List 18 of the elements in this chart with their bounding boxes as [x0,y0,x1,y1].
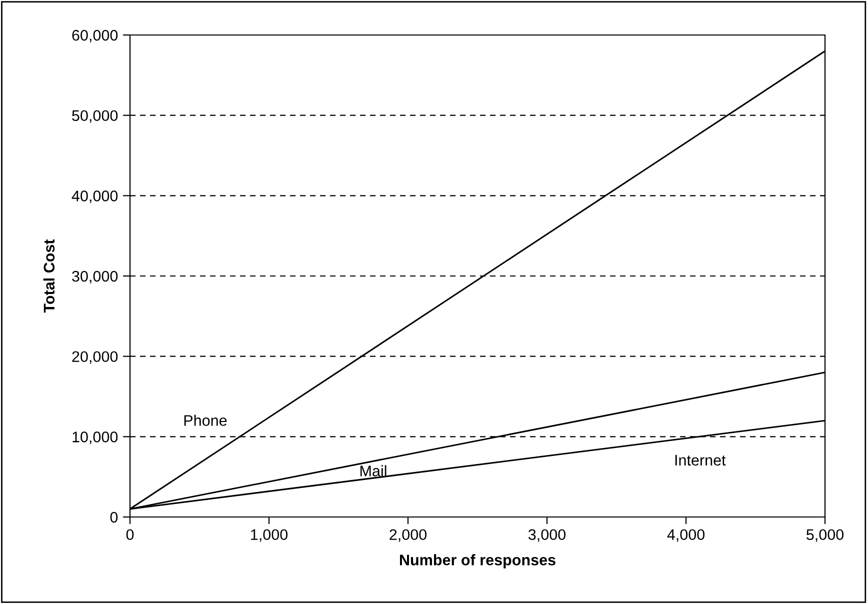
y-tick-label: 20,000 [72,351,118,364]
series-label: Phone [184,414,227,426]
y-tick-label: 40,000 [72,190,118,204]
x-tick-label: 5,000 [806,529,844,542]
y-tick-label: 60,000 [72,30,118,42]
y-tick-label: 10,000 [72,432,118,444]
x-tick-label: 2,000 [390,529,427,542]
series-label: Mail [360,465,386,476]
y-tick-label: 50,000 [72,110,118,123]
series-label: Internet [675,454,726,466]
x-tick-label: 4,000 [667,529,705,542]
x-tick-label: 3,000 [528,529,566,542]
x-tick-label: 0 [126,529,134,540]
x-axis-title: Number of responses [400,554,556,568]
x-tick-label: 1,000 [251,529,288,542]
y-axis-title: Total Cost [43,239,55,313]
y-tick-label: 0 [110,512,118,523]
y-tick-label: 30,000 [72,270,118,284]
